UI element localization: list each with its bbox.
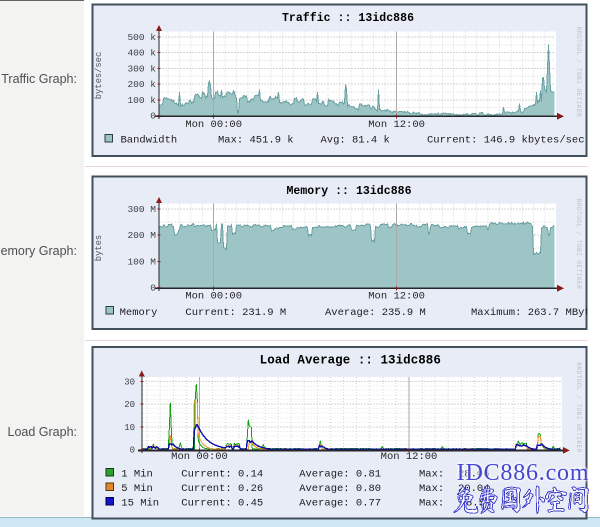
svg-text:Average: 0.77: Average: 0.77 [299,498,381,510]
svg-text:Memory: Memory [120,307,158,319]
svg-text:RRDTOOL / TOBI OETIKER: RRDTOOL / TOBI OETIKER [575,362,582,453]
svg-text:200 k: 200 k [127,79,156,90]
svg-text:Current: 0.14: Current: 0.14 [181,468,263,480]
svg-text:10: 10 [124,423,135,433]
svg-text:5 Min: 5 Min [121,483,153,495]
svg-text:0: 0 [130,446,135,456]
svg-text:Max: 451.9 k: Max: 451.9 k [218,135,294,147]
svg-text:Current: 146.9 kbytes/sec: Current: 146.9 kbytes/sec [427,135,585,147]
svg-text:100 M: 100 M [127,256,156,267]
svg-text:Average: 0.80: Average: 0.80 [299,483,381,495]
svg-text:Max:: Max: [419,483,444,495]
svg-text:200 M: 200 M [127,230,156,241]
svg-text:28.06: 28.06 [458,468,490,480]
svg-text:Bandwidth: Bandwidth [121,135,178,147]
svg-text:0: 0 [150,283,156,294]
svg-text:Current: 0.26: Current: 0.26 [181,483,263,495]
svg-text:Mon 00:00: Mon 00:00 [171,451,228,463]
svg-text:RRDTOOL / TOBI OETIKER: RRDTOOL / TOBI OETIKER [575,27,582,118]
svg-text:Mon 00:00: Mon 00:00 [185,119,242,131]
svg-text:Max:: Max: [419,498,444,510]
svg-text:bytes: bytes [94,235,104,261]
svg-text:Current: 231.9 M: Current: 231.9 M [185,307,286,319]
svg-text:1 Min: 1 Min [121,468,153,480]
svg-text:Mon 12:00: Mon 12:00 [368,291,425,303]
svg-text:400 k: 400 k [127,48,156,59]
svg-text:Traffic :: 13idc886: Traffic :: 13idc886 [282,12,414,25]
svg-text:300 k: 300 k [127,63,156,74]
svg-text:30: 30 [124,377,135,387]
svg-text:Mon 12:00: Mon 12:00 [381,451,438,463]
svg-text:Mon 12:00: Mon 12:00 [368,119,425,131]
svg-text:100 k: 100 k [127,95,156,106]
svg-text:bytes/sec: bytes/sec [94,52,104,100]
svg-text:20: 20 [124,400,135,410]
svg-text:300 M: 300 M [127,204,156,215]
svg-text:Memory :: 13idc886: Memory :: 13idc886 [286,185,411,198]
svg-text:500 k: 500 k [127,32,156,43]
svg-text:Avg: 81.4 k: Avg: 81.4 k [321,135,390,147]
svg-text:Average: 0.81: Average: 0.81 [299,468,381,480]
svg-text:0: 0 [150,111,156,122]
svg-text:RRDTOOL / TOBI OETIKER: RRDTOOL / TOBI OETIKER [575,199,582,290]
svg-text:Load Average :: 13idc886: Load Average :: 13idc886 [260,353,441,367]
svg-text:Mon 00:00: Mon 00:00 [185,291,242,303]
svg-text:Max:: Max: [419,468,444,480]
svg-text:Maximum: 263.7 MBytes: Maximum: 263.7 MBytes [471,307,600,319]
svg-text:15 Min: 15 Min [121,498,159,510]
svg-text:Current: 0.45: Current: 0.45 [181,498,263,510]
svg-text:Average: 235.9 M: Average: 235.9 M [325,307,426,319]
